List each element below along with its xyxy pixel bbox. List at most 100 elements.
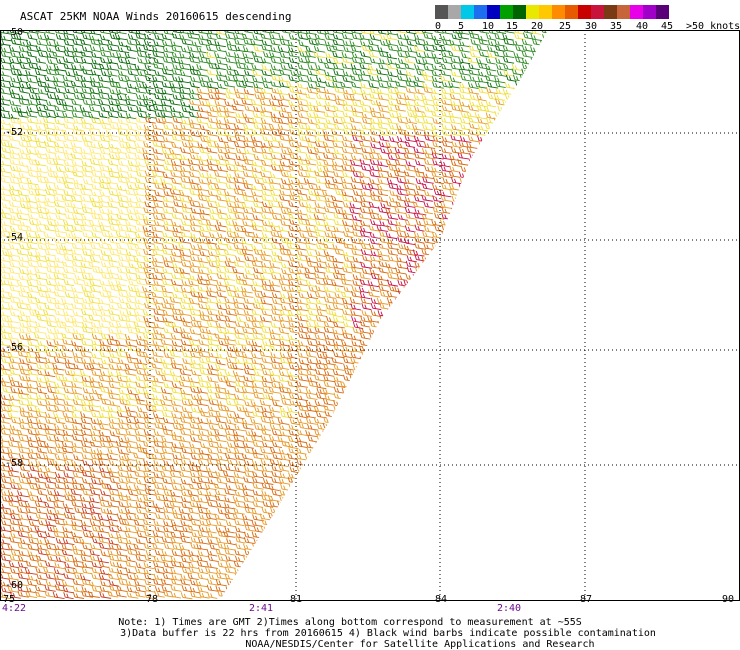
wind-barb xyxy=(431,380,444,388)
wind-barb xyxy=(411,351,424,359)
wind-barb xyxy=(522,483,534,491)
wind-barb xyxy=(125,219,136,228)
wind-barb xyxy=(538,190,548,198)
wind-barb xyxy=(269,500,282,508)
wind-barb xyxy=(117,507,129,515)
wind-barb xyxy=(360,82,372,90)
wind-barb xyxy=(81,502,93,510)
wind-barb xyxy=(343,496,354,504)
wind-barb xyxy=(424,483,435,491)
wind-barb xyxy=(44,482,56,490)
wind-barb xyxy=(540,134,548,142)
wind-barb xyxy=(386,321,398,329)
wind-barb xyxy=(7,447,19,455)
wind-barb xyxy=(414,327,425,336)
wind-barb xyxy=(531,99,543,107)
wind-barb xyxy=(135,435,146,443)
wind-barb xyxy=(43,33,56,41)
wind-barb xyxy=(37,87,48,95)
wind-barb xyxy=(459,346,472,354)
wind-barb xyxy=(107,57,118,65)
wind-barb xyxy=(117,159,128,167)
wind-barb xyxy=(422,309,433,317)
wind-barb xyxy=(368,44,380,52)
wind-barb xyxy=(217,136,229,144)
wind-barb xyxy=(456,466,469,474)
wind-barb xyxy=(422,460,434,468)
wind-barb xyxy=(376,87,388,95)
wind-barb xyxy=(270,93,283,102)
wind-barb xyxy=(451,446,462,454)
wind-barb xyxy=(468,296,480,304)
wind-barb xyxy=(179,316,191,324)
wind-barb xyxy=(459,495,471,503)
wind-barb xyxy=(494,110,506,118)
wind-barb xyxy=(377,436,389,444)
wind-barb xyxy=(207,405,220,413)
wind-barb xyxy=(415,363,426,371)
wind-barb xyxy=(314,471,326,479)
wind-barb xyxy=(442,452,454,460)
wind-barb xyxy=(117,436,129,444)
wind-barb xyxy=(404,356,416,364)
wind-barb xyxy=(495,201,508,209)
wind-barb xyxy=(404,400,415,408)
wind-barb xyxy=(521,321,534,329)
wind-barb xyxy=(423,51,436,59)
wind-barb xyxy=(296,380,308,388)
wind-barb xyxy=(485,201,497,209)
wind-barb xyxy=(467,466,479,474)
wind-barb xyxy=(278,362,289,370)
wind-barb xyxy=(540,104,548,113)
wind-barb xyxy=(485,57,496,65)
wind-barb xyxy=(315,63,326,71)
wind-barb xyxy=(403,447,415,455)
wind-barb xyxy=(340,484,353,492)
wind-barb xyxy=(423,274,435,282)
wind-barb xyxy=(325,358,337,366)
wind-barb xyxy=(153,153,165,161)
wind-barb xyxy=(487,339,499,347)
wind-barb xyxy=(334,292,346,300)
wind-barb xyxy=(115,428,127,436)
wind-barb xyxy=(332,111,345,119)
wind-barb xyxy=(530,207,541,215)
wind-barb xyxy=(19,321,30,329)
wind-barb xyxy=(367,39,379,47)
wind-barb xyxy=(469,315,481,323)
wind-barb xyxy=(9,63,21,71)
wind-barb xyxy=(0,176,11,184)
wind-barb xyxy=(414,477,426,485)
wind-barb xyxy=(377,441,390,449)
wind-barb xyxy=(161,243,174,251)
wind-barb xyxy=(163,123,174,131)
wind-barb xyxy=(259,92,272,100)
wind-barb xyxy=(117,69,128,77)
wind-barb xyxy=(18,82,31,90)
wind-barb xyxy=(171,212,182,220)
wind-barb xyxy=(314,429,326,437)
wind-barb xyxy=(287,406,299,414)
wind-barb xyxy=(485,147,497,155)
wind-barb xyxy=(466,423,478,431)
wind-barb xyxy=(190,369,202,377)
wind-barb xyxy=(340,459,352,467)
wind-barb xyxy=(412,387,425,395)
wind-barb xyxy=(449,315,461,323)
wind-barb xyxy=(425,333,436,341)
wind-barb xyxy=(63,279,75,287)
wind-barb xyxy=(242,441,255,449)
wind-barb xyxy=(107,44,119,52)
wind-barb xyxy=(215,176,227,184)
wind-barb xyxy=(385,381,398,389)
wind-barb xyxy=(306,447,319,455)
wind-barb xyxy=(477,62,489,70)
wind-barb xyxy=(279,495,291,503)
wind-barb xyxy=(325,506,337,514)
wind-barb xyxy=(305,320,318,329)
wind-barb xyxy=(160,453,172,461)
wind-barb xyxy=(253,45,265,53)
wind-barb xyxy=(324,482,336,490)
wind-barb xyxy=(154,93,165,101)
wind-barb xyxy=(272,452,283,460)
